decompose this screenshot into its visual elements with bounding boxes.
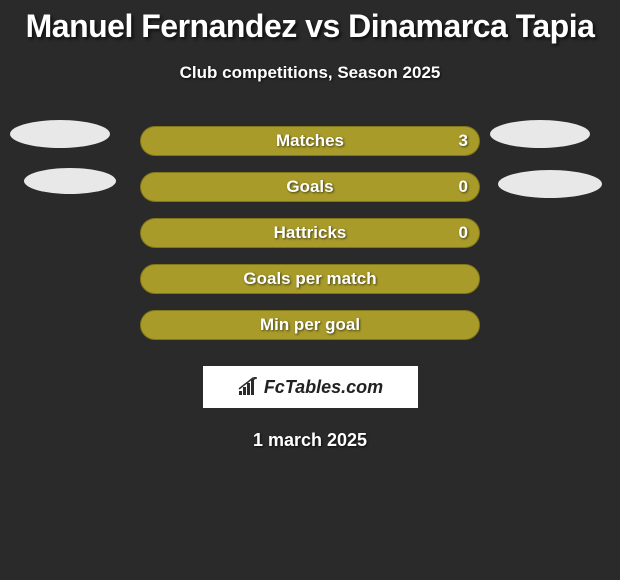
logo-text: FcTables.com xyxy=(264,377,383,398)
stat-row-goals: Goals 0 xyxy=(0,164,620,210)
stat-row-goals-per-match: Goals per match xyxy=(0,256,620,302)
bar-container: Hattricks 0 xyxy=(140,218,480,248)
date-text: 1 march 2025 xyxy=(0,430,620,451)
stat-label: Goals per match xyxy=(243,269,376,289)
bar-container: Goals 0 xyxy=(140,172,480,202)
bar-container: Matches 3 xyxy=(140,126,480,156)
subtitle: Club competitions, Season 2025 xyxy=(0,63,620,83)
stat-label: Matches xyxy=(276,131,344,151)
stat-row-matches: Matches 3 xyxy=(0,118,620,164)
comparison-widget: Manuel Fernandez vs Dinamarca Tapia Club… xyxy=(0,0,620,451)
stat-value-right: 0 xyxy=(459,177,468,197)
stat-row-hattricks: Hattricks 0 xyxy=(0,210,620,256)
stat-value-right: 0 xyxy=(459,223,468,243)
stat-value-right: 3 xyxy=(459,131,468,151)
bar-container: Min per goal xyxy=(140,310,480,340)
stat-label: Goals xyxy=(286,177,333,197)
logo-box: FcTables.com xyxy=(203,366,418,408)
bar-left xyxy=(140,218,167,248)
bar-container: Goals per match xyxy=(140,264,480,294)
logo-content: FcTables.com xyxy=(237,377,383,398)
bar-left xyxy=(140,126,167,156)
stat-row-min-per-goal: Min per goal xyxy=(0,302,620,348)
stat-label: Hattricks xyxy=(274,223,347,243)
stat-label: Min per goal xyxy=(260,315,360,335)
page-title: Manuel Fernandez vs Dinamarca Tapia xyxy=(0,8,620,45)
bar-left xyxy=(140,172,167,202)
stats-area: Matches 3 Goals 0 Hattricks 0 Go xyxy=(0,118,620,348)
bar-chart-icon xyxy=(237,377,261,397)
